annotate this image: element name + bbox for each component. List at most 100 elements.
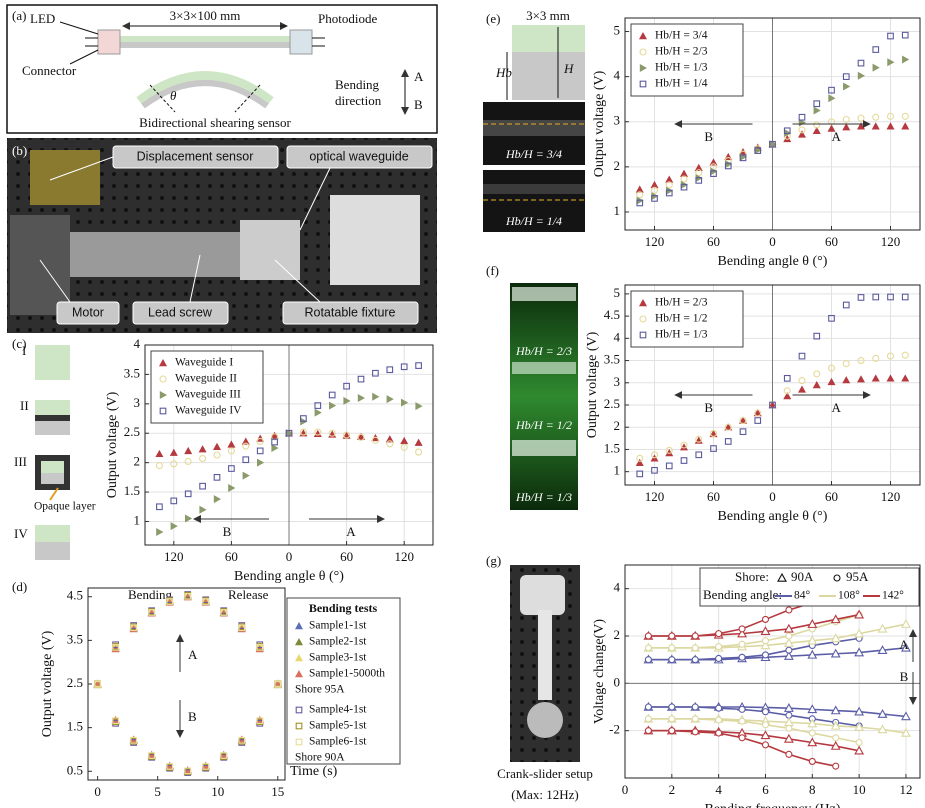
x-tick-label: 120 xyxy=(394,549,414,564)
x-tick-label: 120 xyxy=(164,549,184,564)
marker xyxy=(755,418,761,424)
marker xyxy=(213,443,221,450)
marker xyxy=(257,459,264,467)
marker xyxy=(214,452,220,458)
marker xyxy=(725,439,731,445)
marker xyxy=(833,763,839,769)
panel-label: (g) xyxy=(486,553,501,568)
marker xyxy=(739,706,745,712)
x-tick-label: 120 xyxy=(881,234,901,249)
marker xyxy=(156,463,162,469)
y-tick-label: 3 xyxy=(614,113,621,128)
marker xyxy=(739,735,745,741)
legend-label: Waveguide III xyxy=(175,389,241,401)
hb-label: Hb xyxy=(495,65,512,80)
marker xyxy=(842,376,850,383)
callout: Lead screw xyxy=(148,305,213,319)
marker xyxy=(199,445,207,452)
legend-title: Bending angle: xyxy=(703,587,782,602)
x-tick-label: 0 xyxy=(769,234,776,249)
y-tick-label: 2 xyxy=(614,158,621,173)
x-tick-label: 10 xyxy=(211,784,224,799)
x-tick-label: 120 xyxy=(645,489,665,504)
led-box xyxy=(98,30,120,54)
marker xyxy=(786,751,792,757)
marker xyxy=(872,122,880,129)
annotation: Release xyxy=(228,587,269,602)
marker xyxy=(214,475,220,481)
y-axis-label: Output voltage (V) xyxy=(592,70,607,177)
x-tick-label: 60 xyxy=(225,549,238,564)
legend-label: Sample1-5000th xyxy=(309,668,385,680)
x-tick-label: 60 xyxy=(825,234,838,249)
y-axis-label: Output voltage (V) xyxy=(105,391,120,498)
direction-a: A xyxy=(414,69,424,84)
schematic xyxy=(512,52,585,100)
legend-title: Bending tests xyxy=(309,601,378,615)
panel-f: (f) Hb/H = 2/3 Hb/H = 1/2 Hb/H = 1/3 xyxy=(486,263,578,510)
x-tick-label: 4 xyxy=(715,782,722,797)
marker xyxy=(669,633,675,639)
marker xyxy=(786,725,792,731)
marker xyxy=(828,378,836,385)
annotation: A xyxy=(832,129,842,144)
annotation: B xyxy=(704,400,713,415)
photodiode-box xyxy=(290,30,312,54)
marker xyxy=(645,645,651,651)
marker xyxy=(857,122,865,129)
x-tick-label: 12 xyxy=(899,782,912,797)
marker xyxy=(739,641,745,647)
figure: (a) LED 3×3×100 mm Photodiode Connector … xyxy=(0,0,925,808)
x-tick-label: 15 xyxy=(271,784,284,799)
legend-label: Waveguide I xyxy=(175,357,233,369)
y-tick-label: 0 xyxy=(614,674,621,689)
marker xyxy=(716,730,722,736)
legend-label: Hb/H = 2/3 xyxy=(655,297,708,309)
panel-c: (c) I II III Opaque layer IV xyxy=(12,336,96,560)
marker xyxy=(184,447,192,454)
marker xyxy=(809,730,815,736)
marker xyxy=(669,645,675,651)
x-tick-label: 60 xyxy=(707,489,720,504)
callout: optical waveguide xyxy=(309,149,408,163)
marker xyxy=(669,716,675,722)
marker xyxy=(739,718,745,724)
legend-label: Hb/H = 1/4 xyxy=(655,78,708,90)
marker xyxy=(809,758,815,764)
legend-label: Sample6-1st xyxy=(309,736,367,748)
annotation: B xyxy=(223,524,232,539)
y-tick-label: 1.5 xyxy=(604,440,620,455)
marker xyxy=(227,440,235,447)
marker xyxy=(873,294,879,300)
x-tick-label: 10 xyxy=(853,782,866,797)
h-label: H xyxy=(563,61,574,76)
marker xyxy=(833,735,839,741)
marker xyxy=(799,114,805,120)
legend-label: Waveguide II xyxy=(175,373,237,385)
marker xyxy=(200,456,206,462)
annotation: A xyxy=(899,637,909,652)
photo-object xyxy=(70,232,250,277)
marker xyxy=(645,657,651,663)
panel-label: (e) xyxy=(486,11,500,26)
marker xyxy=(887,374,895,381)
marker xyxy=(243,472,250,480)
led-label: LED xyxy=(30,11,55,26)
y-tick-label: 4.5 xyxy=(67,588,83,603)
marker xyxy=(784,376,790,382)
marker xyxy=(858,115,864,121)
x-axis-label: Time (s) xyxy=(290,764,338,779)
marker xyxy=(692,729,698,735)
series-line xyxy=(648,707,906,716)
marker xyxy=(692,645,698,651)
theta-label: θ xyxy=(170,88,177,103)
y-tick-label: 1.5 xyxy=(124,483,140,498)
marker xyxy=(257,448,263,454)
marker xyxy=(873,47,879,53)
marker xyxy=(872,374,880,381)
x-tick-label: 0 xyxy=(622,782,629,797)
leader xyxy=(60,22,98,34)
annotation: B xyxy=(188,709,197,724)
photo-label: Hb/H = 3/4 xyxy=(505,147,562,161)
cross-section xyxy=(35,345,70,380)
